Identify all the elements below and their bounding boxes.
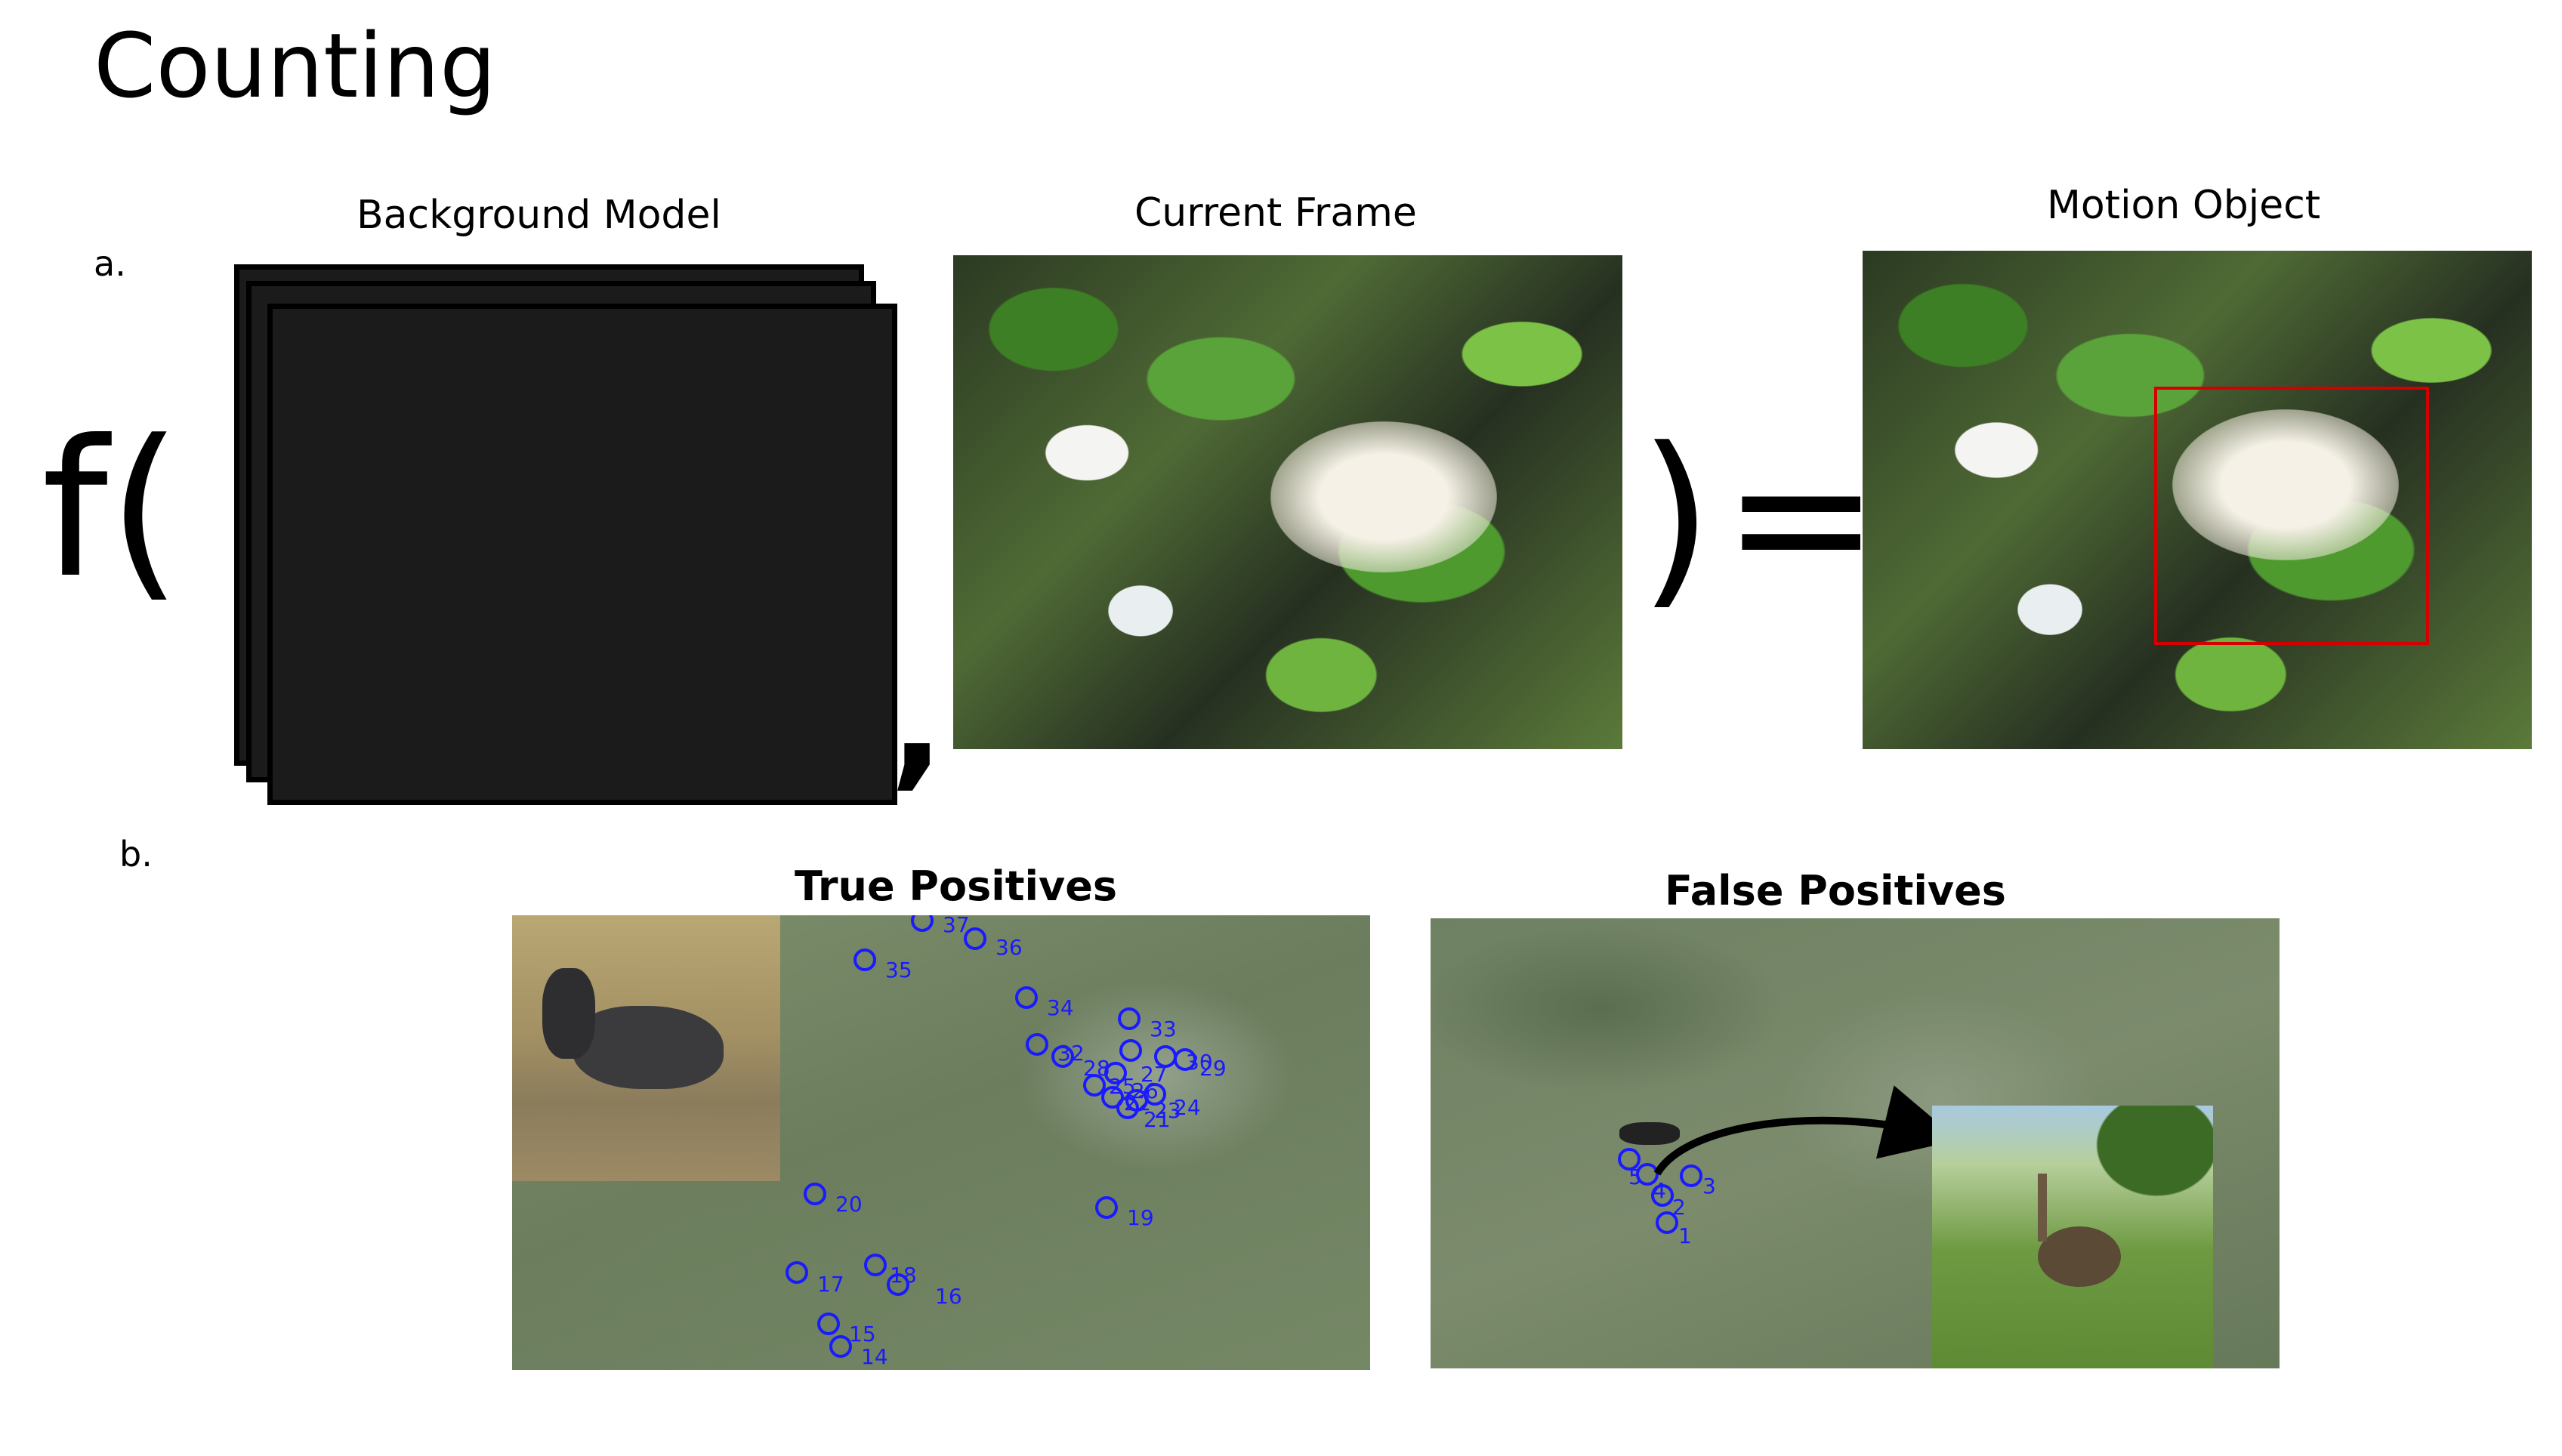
- marker-number: 36: [995, 935, 1023, 960]
- marker: [1116, 1097, 1139, 1119]
- marker: [1095, 1196, 1118, 1219]
- marker-number: 34: [1047, 995, 1074, 1020]
- false-positives-label: False Positives: [1665, 867, 2006, 915]
- marker: [1119, 1039, 1142, 1062]
- wildebeest-head: [542, 968, 595, 1059]
- page-title: Counting: [94, 14, 496, 118]
- ostrich-body: [2038, 1226, 2121, 1287]
- background-model-image: [267, 304, 897, 805]
- formula-comma: ,: [890, 637, 945, 804]
- marker-number: 23: [1154, 1098, 1181, 1123]
- formula-close: ): [1639, 407, 1713, 627]
- true-positives-aerial: 37 36 35 34 33 32 30 29 28 27 26 25 24 2…: [512, 915, 1370, 1370]
- marker-number: 29: [1199, 1056, 1227, 1081]
- current-frame-image: [953, 255, 1622, 749]
- marker-number: 16: [935, 1284, 962, 1309]
- marker-number: 27: [1141, 1062, 1168, 1087]
- marker: [1174, 1048, 1196, 1071]
- marker: [964, 927, 986, 950]
- marker-number: 14: [861, 1344, 888, 1369]
- marker-number: 1: [1678, 1223, 1692, 1248]
- panel-a-label: a.: [94, 243, 126, 284]
- marker-number: 24: [1174, 1095, 1201, 1120]
- marker: [887, 1273, 909, 1296]
- true-positives-label: True Positives: [795, 862, 1118, 910]
- current-frame-label: Current Frame: [1134, 190, 1417, 236]
- marker: [853, 949, 876, 971]
- marker: [786, 1261, 808, 1284]
- wildebeest-body: [573, 1006, 724, 1089]
- ostrich-inset: [1932, 1106, 2213, 1368]
- background-model-stack: [234, 264, 899, 808]
- detection-box: [2154, 387, 2429, 645]
- marker: [1104, 1062, 1127, 1084]
- marker-number: 3: [1702, 1174, 1716, 1198]
- formula-equals: =: [1722, 407, 1881, 627]
- marker-number: 20: [835, 1192, 863, 1217]
- marker: [1618, 1148, 1641, 1171]
- pointer-arrow: [1653, 1085, 1959, 1176]
- false-positives-aerial: 5 4 3 2 1: [1431, 918, 2280, 1368]
- marker-number: 21: [1144, 1107, 1171, 1132]
- butterfly-blur: [1270, 421, 1497, 572]
- marker: [1636, 1163, 1659, 1186]
- marker-number: 33: [1150, 1016, 1177, 1041]
- panel-b-label: b.: [119, 834, 153, 875]
- motion-object-image: [1863, 251, 2532, 749]
- marker: [1026, 1033, 1048, 1056]
- marker: [1118, 1007, 1141, 1030]
- marker-number: 35: [885, 958, 912, 982]
- butterfly-blur: [2172, 409, 2399, 560]
- formula-open: f(: [42, 399, 182, 619]
- marker: [864, 1254, 887, 1276]
- ostrich-neck: [2038, 1174, 2047, 1242]
- marker-number: 19: [1127, 1205, 1154, 1230]
- marker: [1651, 1184, 1674, 1207]
- marker: [1656, 1211, 1678, 1234]
- marker-number: 17: [817, 1272, 844, 1297]
- motion-object-label: Motion Object: [2047, 183, 2321, 228]
- marker-number: 2: [1672, 1195, 1686, 1220]
- marker: [1083, 1074, 1106, 1097]
- marker: [804, 1183, 826, 1205]
- marker: [817, 1313, 840, 1335]
- marker: [1015, 986, 1038, 1009]
- marker: [1051, 1045, 1074, 1068]
- marker: [1680, 1164, 1702, 1187]
- background-model-label: Background Model: [357, 193, 721, 238]
- marker-number: 15: [849, 1322, 876, 1346]
- marker: [829, 1335, 852, 1358]
- dark-shadow: [1619, 1122, 1680, 1145]
- wildebeest-inset: [512, 915, 780, 1181]
- marker: [911, 915, 934, 932]
